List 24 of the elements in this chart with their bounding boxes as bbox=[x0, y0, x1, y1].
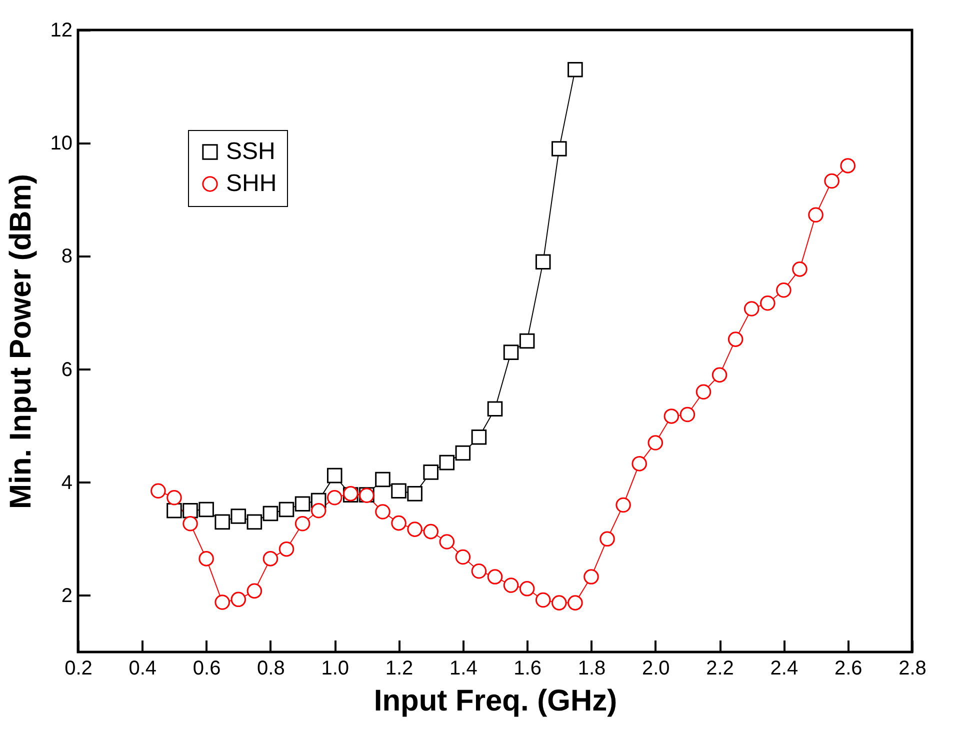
x-tick-label: 1.8 bbox=[578, 658, 606, 680]
x-axis-title: Input Freq. (GHz) bbox=[374, 684, 618, 718]
y-tick-label: 6 bbox=[61, 358, 72, 381]
x-tick-label: 2.2 bbox=[706, 658, 734, 680]
x-tick-label: 0.4 bbox=[128, 658, 157, 680]
x-tick-label: 0.6 bbox=[192, 658, 221, 680]
x-tick-label: 1.4 bbox=[450, 658, 478, 680]
x-tick-label: 2.0 bbox=[642, 658, 670, 680]
y-tick-label: 12 bbox=[50, 20, 72, 42]
x-tick-label: 1.6 bbox=[514, 658, 542, 680]
x-tick-label: 2.4 bbox=[770, 658, 798, 680]
x-tick-label: 2.6 bbox=[834, 658, 862, 680]
y-axis-title: Min. Input Power (dBm) bbox=[4, 174, 38, 509]
y-tick-label: 8 bbox=[61, 246, 72, 268]
x-tick-label: 0.2 bbox=[64, 658, 92, 680]
legend-label: SSH bbox=[226, 138, 276, 165]
legend-label: SHH bbox=[226, 170, 277, 197]
y-tick-label: 2 bbox=[61, 584, 72, 607]
x-tick-label: 0.8 bbox=[257, 658, 285, 680]
y-tick-label: 10 bbox=[50, 132, 72, 155]
x-tick-label: 2.8 bbox=[898, 658, 926, 680]
y-tick-label: 4 bbox=[61, 472, 72, 494]
x-tick-label: 1.0 bbox=[321, 658, 350, 680]
x-tick-label: 1.2 bbox=[385, 658, 414, 680]
